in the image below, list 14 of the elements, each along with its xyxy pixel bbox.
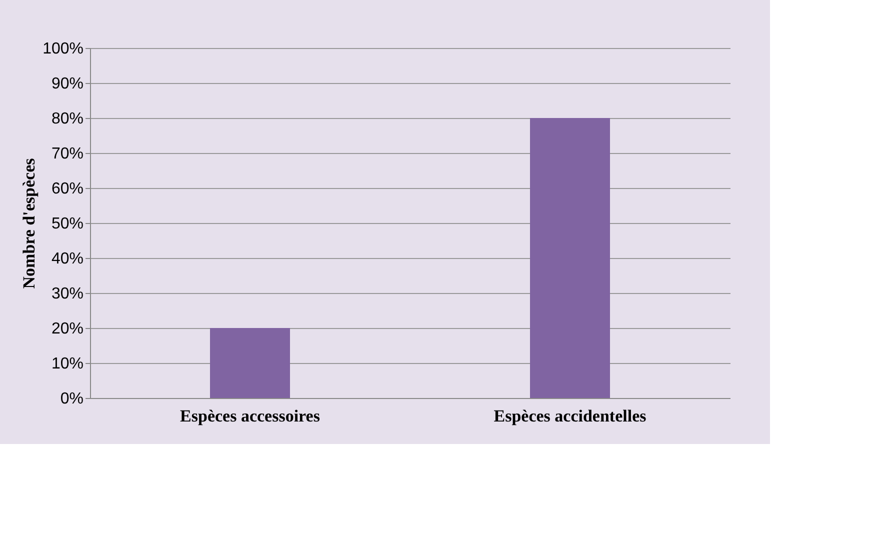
- y-tick-label: 90%: [51, 76, 84, 92]
- y-tick-label: 30%: [51, 286, 84, 302]
- y-tick-label: 80%: [51, 110, 84, 128]
- y-tick-label: 60%: [51, 180, 84, 198]
- y-tick-label: 100%: [42, 40, 84, 58]
- y-tick-label: 0%: [60, 390, 84, 408]
- x-tick-label: Espèces accessoires: [180, 406, 320, 426]
- y-tick-label: 10%: [51, 356, 84, 372]
- y-axis-title: Nombre d'espèces: [20, 158, 39, 289]
- y-tick-label: 50%: [51, 216, 84, 232]
- y-tick-label: 40%: [51, 250, 84, 268]
- x-tick-label: Espèces accidentelles: [494, 406, 647, 426]
- y-tick-label: 70%: [51, 146, 84, 162]
- y-tick-label: 20%: [51, 320, 84, 338]
